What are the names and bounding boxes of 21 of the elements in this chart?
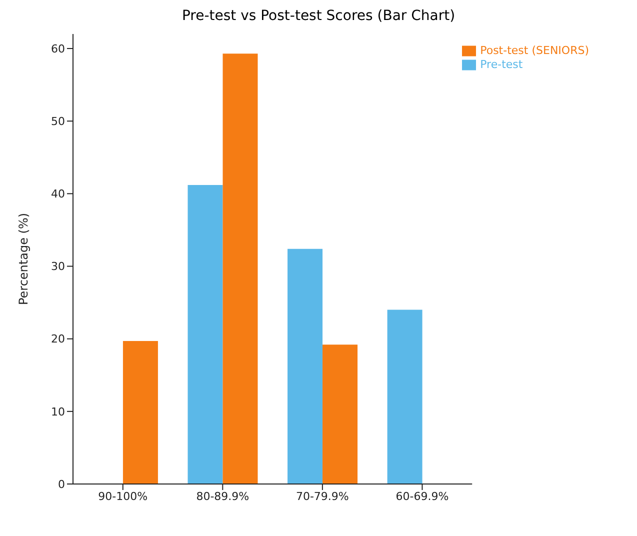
x-tick-label: 60-69.9% (396, 490, 449, 503)
x-tick-label: 80-89.9% (196, 490, 250, 503)
bar (288, 248, 323, 484)
chart-title: Pre-test vs Post-test Scores (Bar Chart) (180, 8, 456, 24)
bar (222, 54, 258, 484)
y-tick-label: 0 (58, 478, 65, 491)
bar (122, 341, 158, 484)
legend-label: Post-test (SENIORS) (480, 44, 589, 58)
y-tick-label: 40 (51, 188, 65, 201)
bar (322, 344, 358, 484)
y-tick-label: 50 (51, 115, 65, 128)
y-tick-label: 30 (51, 260, 65, 274)
x-tick-label: 70-79.9% (296, 490, 349, 503)
bar (387, 310, 422, 484)
legend-label: Pre-test (480, 58, 523, 72)
y-axis-title: Percentage (%) (16, 212, 30, 306)
y-tick-label: 20 (51, 332, 65, 346)
x-tick-label: 90-100% (98, 490, 148, 503)
bar (188, 184, 223, 484)
y-tick-label: 60 (51, 42, 65, 56)
y-tick-label: 10 (51, 405, 65, 418)
